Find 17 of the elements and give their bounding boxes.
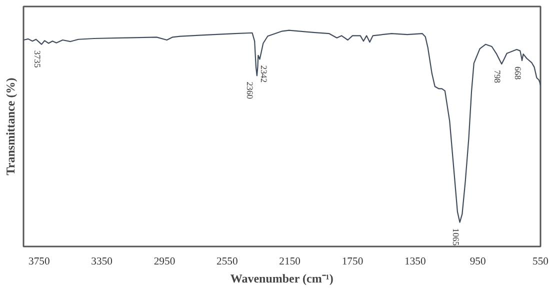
- annotation: 798: [492, 70, 503, 83]
- x-tick-label: 2950: [154, 256, 176, 268]
- x-tick-label: 550: [532, 256, 548, 268]
- x-tick-label: 1350: [404, 256, 426, 268]
- x-tick-label: 950: [470, 256, 486, 268]
- annotation: 1065: [450, 228, 461, 246]
- annotation: 2360: [244, 82, 255, 99]
- x-tick-label: 3750: [28, 256, 50, 268]
- x-axis-title: Wavenumber (cm⁻¹): [230, 272, 334, 286]
- annotation: 2342: [258, 65, 269, 83]
- annotation: 668: [513, 66, 524, 80]
- x-tick-label: 3350: [91, 256, 112, 268]
- annotation: 3735: [32, 50, 43, 68]
- y-axis-title: Transmittance (%): [4, 78, 18, 176]
- x-tick-label: 2550: [216, 256, 238, 268]
- x-tick-label: 1750: [342, 256, 364, 268]
- x-tick-label: 2150: [279, 256, 300, 268]
